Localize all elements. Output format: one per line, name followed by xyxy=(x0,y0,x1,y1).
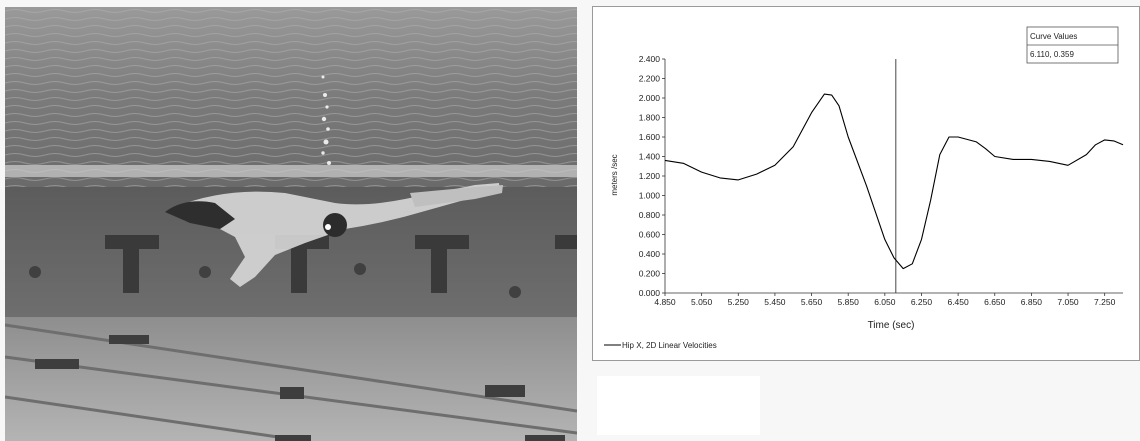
x-tick-label: 6.650 xyxy=(984,297,1006,307)
y-tick-label: 1.000 xyxy=(639,191,661,201)
x-tick-label: 7.250 xyxy=(1094,297,1116,307)
y-tick-label: 1.400 xyxy=(639,152,661,162)
y-tick-label: 2.200 xyxy=(639,74,661,84)
y-tick-label: 0.600 xyxy=(639,230,661,240)
video-frame[interactable] xyxy=(5,7,577,441)
x-tick-label: 5.050 xyxy=(691,297,713,307)
chart-plot-area xyxy=(664,59,1124,293)
y-tick-label: 1.600 xyxy=(639,132,661,142)
y-tick-label: 1.800 xyxy=(639,113,661,123)
x-tick-label: 4.850 xyxy=(654,297,676,307)
y-tick-label: 0.200 xyxy=(639,269,661,279)
curve-values-box: Curve Values 6.110, 0.359 xyxy=(1026,26,1119,64)
chart-legend: Hip X, 2D Linear Velocities xyxy=(604,341,717,350)
x-axis-label: Time (sec) xyxy=(868,320,915,331)
x-tick-label: 6.450 xyxy=(947,297,969,307)
x-tick-label: 6.250 xyxy=(911,297,933,307)
y-axis-label: meters /sec xyxy=(610,154,619,195)
x-tick-label: 5.650 xyxy=(801,297,823,307)
series-line-hip-x xyxy=(664,93,1124,270)
velocity-chart-panel[interactable]: Curve Values 6.110, 0.359 0.000 0.200 0.40… xyxy=(592,6,1140,361)
y-tick-label: 0.800 xyxy=(639,210,661,220)
x-tick-label: 7.050 xyxy=(1057,297,1079,307)
legend-label: Hip X, 2D Linear Velocities xyxy=(622,341,717,350)
y-tick-label: 0.400 xyxy=(639,249,661,259)
x-tick-label: 5.450 xyxy=(764,297,786,307)
x-tick-label: 5.850 xyxy=(838,297,860,307)
velocity-line-chart[interactable]: Curve Values 6.110, 0.359 0.000 0.200 0.40… xyxy=(593,7,1139,360)
y-tick-label: 0.000 xyxy=(639,288,661,298)
chart-axes: 0.000 0.200 0.400 0.600 0.800 1.000 1.200 1.400… xyxy=(639,54,1123,307)
y-tick-label: 1.200 xyxy=(639,171,661,181)
x-tick-label: 5.250 xyxy=(728,297,750,307)
swimmer-underwater-photo xyxy=(5,7,577,441)
blank-panel xyxy=(597,376,760,435)
curve-values-title: Curve Values xyxy=(1030,32,1077,41)
y-tick-label: 2.400 xyxy=(639,54,661,64)
curve-values-readout: 6.110, 0.359 xyxy=(1030,50,1074,59)
x-tick-label: 6.050 xyxy=(874,297,896,307)
y-tick-label: 2.000 xyxy=(639,93,661,103)
x-tick-label: 6.850 xyxy=(1021,297,1043,307)
